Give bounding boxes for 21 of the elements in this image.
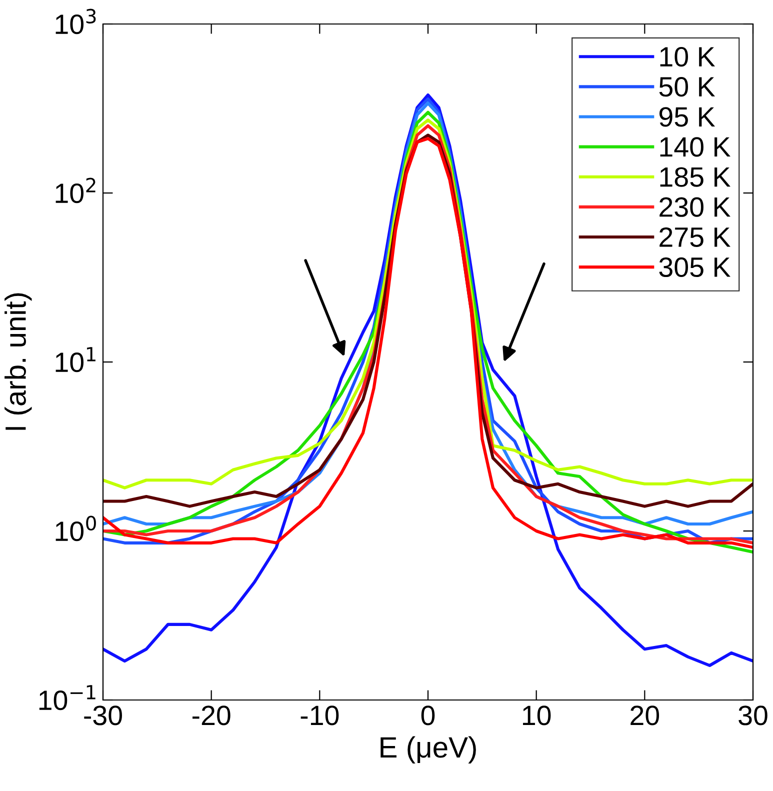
y-tick-label: 10$^{1}$ — [56, 347, 96, 372]
legend-label: 95 K — [659, 107, 716, 127]
x-tick-label: 30 — [738, 706, 768, 726]
x-tick-label: -10 — [300, 706, 339, 726]
legend-label: 10 K — [660, 46, 716, 67]
y-tick-label: 10$^{2}$ — [56, 178, 96, 204]
y-tick-label: 10$^{0}$ — [56, 516, 96, 542]
legend-label: 50 K — [659, 77, 716, 97]
x-axis-title: E (μeV) — [380, 736, 476, 764]
legend-label: 305 K — [659, 257, 730, 278]
x-tick-label: 10 — [523, 706, 551, 726]
x-tick-label: -30 — [84, 706, 122, 726]
legend-label: 230 K — [660, 197, 730, 217]
x-tick-label: 20 — [630, 706, 660, 726]
legend-label: 140 K — [660, 137, 730, 157]
legend-label: 275 K — [660, 227, 730, 247]
x-tick-label: -20 — [192, 706, 230, 726]
x-tick-label: 0 — [421, 706, 435, 726]
legend-label: 185 K — [660, 167, 730, 187]
y-tick-label: 10$^{3}$ — [56, 8, 96, 34]
y-axis-title: I (arb. unit) — [4, 293, 32, 430]
